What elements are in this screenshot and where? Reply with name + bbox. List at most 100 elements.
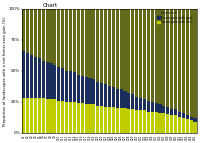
Bar [100, 106, 103, 133]
Bar [143, 99, 146, 110]
Bar [151, 9, 154, 102]
Bar [190, 9, 193, 117]
Bar [104, 9, 107, 85]
Bar [49, 63, 53, 99]
Bar [108, 9, 111, 86]
Bar [88, 9, 92, 78]
Bar [120, 89, 123, 108]
Bar [116, 89, 119, 108]
Bar [166, 107, 169, 114]
Bar [26, 9, 29, 53]
Bar [127, 109, 130, 133]
Bar [135, 110, 138, 133]
Bar [104, 107, 107, 133]
Bar [193, 9, 197, 118]
Bar [38, 9, 41, 58]
Bar [49, 9, 53, 63]
Bar [73, 72, 76, 102]
Bar [26, 53, 29, 98]
Bar [42, 98, 45, 133]
Bar [22, 98, 25, 133]
Bar [186, 9, 189, 115]
Bar [166, 114, 169, 133]
Bar [38, 98, 41, 133]
Bar [170, 115, 173, 133]
Bar [123, 9, 127, 91]
Bar [178, 117, 181, 133]
Bar [96, 9, 99, 82]
Bar [30, 55, 33, 98]
Bar [42, 61, 45, 98]
Bar [139, 98, 142, 110]
Bar [123, 108, 127, 133]
Bar [34, 98, 37, 133]
Bar [61, 101, 64, 133]
Text: Chart: Chart [43, 3, 58, 8]
Bar [158, 113, 162, 133]
Bar [112, 87, 115, 107]
Bar [22, 51, 25, 98]
Bar [88, 78, 92, 104]
Bar [77, 75, 80, 103]
Bar [155, 9, 158, 103]
Bar [155, 103, 158, 112]
Bar [182, 118, 185, 133]
Bar [139, 9, 142, 98]
Bar [158, 104, 162, 113]
Bar [147, 112, 150, 133]
Bar [174, 9, 177, 109]
Bar [162, 106, 165, 113]
Bar [57, 101, 60, 133]
Bar [131, 109, 134, 133]
Bar [22, 9, 25, 51]
Bar [193, 122, 197, 133]
Bar [135, 97, 138, 110]
Bar [85, 77, 88, 104]
Bar [30, 98, 33, 133]
Bar [170, 9, 173, 109]
Bar [108, 107, 111, 133]
Bar [190, 120, 193, 133]
Bar [81, 103, 84, 133]
Bar [174, 109, 177, 115]
Bar [143, 9, 146, 99]
Bar [178, 112, 181, 117]
Bar [131, 94, 134, 109]
Bar [57, 9, 60, 67]
Bar [81, 76, 84, 103]
Bar [112, 107, 115, 133]
Bar [96, 82, 99, 106]
Bar [162, 9, 165, 106]
Bar [65, 9, 68, 71]
Bar [73, 9, 76, 72]
Bar [53, 99, 56, 133]
Bar [182, 9, 185, 113]
Bar [120, 108, 123, 133]
Bar [193, 118, 197, 122]
Bar [100, 83, 103, 106]
Bar [34, 9, 37, 57]
Bar [65, 71, 68, 102]
Bar [100, 9, 103, 83]
Bar [69, 9, 72, 71]
Bar [73, 102, 76, 133]
Bar [174, 115, 177, 133]
Bar [69, 102, 72, 133]
Bar [65, 102, 68, 133]
Bar [85, 9, 88, 77]
Bar [53, 9, 56, 65]
Bar [88, 104, 92, 133]
Bar [182, 113, 185, 118]
Bar [77, 9, 80, 75]
Bar [112, 9, 115, 87]
Bar [127, 9, 130, 93]
Bar [69, 71, 72, 102]
Bar [46, 99, 49, 133]
Bar [139, 110, 142, 133]
Bar [46, 9, 49, 62]
Bar [170, 109, 173, 115]
Bar [30, 9, 33, 55]
Bar [116, 108, 119, 133]
Bar [104, 85, 107, 107]
Bar [143, 110, 146, 133]
